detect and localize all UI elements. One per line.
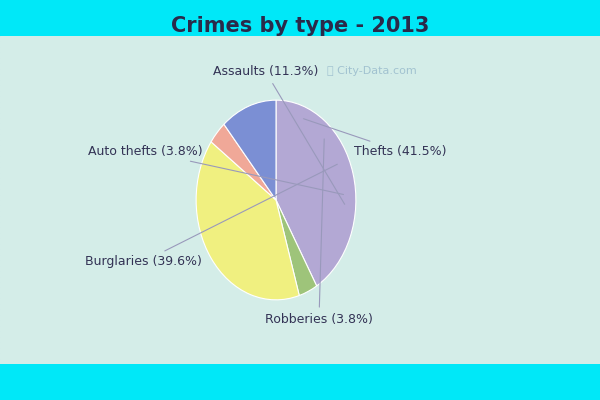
Bar — [0, 326, 600, 331]
Bar — [0, 58, 600, 63]
Wedge shape — [276, 200, 317, 296]
Bar — [0, 124, 600, 129]
Bar — [0, 206, 600, 211]
Text: ⓘ City-Data.com: ⓘ City-Data.com — [327, 66, 417, 76]
Bar — [0, 129, 600, 134]
Bar — [0, 233, 600, 238]
Bar — [0, 69, 600, 74]
Text: Robberies (3.8%): Robberies (3.8%) — [265, 139, 373, 326]
Bar — [0, 112, 600, 118]
Bar — [0, 249, 600, 255]
Bar — [0, 244, 600, 249]
Bar — [0, 47, 600, 52]
Bar — [0, 293, 600, 298]
Bar — [0, 74, 600, 80]
Bar — [0, 178, 600, 184]
Bar — [0, 222, 600, 227]
Bar — [0, 107, 600, 112]
Bar — [0, 353, 600, 358]
Wedge shape — [196, 142, 299, 300]
Bar — [0, 211, 600, 216]
Wedge shape — [276, 100, 356, 286]
Bar — [0, 96, 600, 102]
Text: Crimes by type - 2013: Crimes by type - 2013 — [171, 16, 429, 36]
Bar — [0, 151, 600, 156]
Bar — [0, 167, 600, 173]
Wedge shape — [211, 124, 276, 200]
Bar — [0, 337, 600, 342]
Text: Assaults (11.3%): Assaults (11.3%) — [213, 65, 344, 204]
Wedge shape — [224, 100, 276, 200]
Bar — [0, 156, 600, 162]
Bar — [0, 331, 600, 337]
Bar — [0, 342, 600, 348]
Bar — [0, 238, 600, 244]
Bar — [0, 260, 600, 266]
Bar — [0, 189, 600, 194]
Bar — [0, 255, 600, 260]
Bar — [0, 173, 600, 178]
Bar — [0, 227, 600, 233]
Bar — [0, 358, 600, 364]
Bar — [0, 276, 600, 282]
Bar — [0, 298, 600, 304]
Bar — [0, 184, 600, 189]
Bar — [0, 348, 600, 353]
Bar — [0, 52, 600, 58]
Bar — [0, 80, 600, 85]
Bar — [0, 145, 600, 151]
Text: Burglaries (39.6%): Burglaries (39.6%) — [85, 164, 337, 268]
Bar — [0, 118, 600, 124]
Bar — [0, 304, 600, 309]
Bar — [0, 36, 600, 42]
Bar — [0, 282, 600, 288]
Bar — [0, 91, 600, 96]
Bar — [0, 162, 600, 167]
Bar — [0, 320, 600, 326]
Bar — [0, 194, 600, 200]
Bar — [0, 288, 600, 293]
Bar — [0, 63, 600, 69]
Bar — [0, 85, 600, 91]
Bar — [0, 134, 600, 140]
Text: Auto thefts (3.8%): Auto thefts (3.8%) — [88, 145, 343, 194]
Bar — [0, 42, 600, 47]
Bar — [0, 271, 600, 276]
Bar — [0, 216, 600, 222]
Text: Thefts (41.5%): Thefts (41.5%) — [304, 119, 446, 158]
Bar — [0, 140, 600, 145]
Bar — [0, 266, 600, 271]
Bar — [0, 309, 600, 315]
Bar — [0, 315, 600, 320]
Bar — [0, 200, 600, 206]
Bar — [0, 102, 600, 107]
